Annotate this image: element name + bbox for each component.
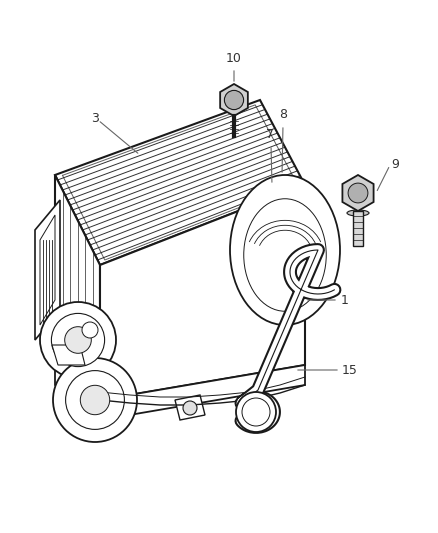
Circle shape	[80, 385, 110, 415]
Ellipse shape	[244, 199, 326, 311]
Polygon shape	[100, 185, 305, 400]
Text: 7: 7	[266, 128, 274, 141]
Circle shape	[348, 183, 368, 203]
Polygon shape	[55, 310, 305, 420]
Ellipse shape	[230, 175, 340, 325]
Circle shape	[66, 370, 124, 430]
Polygon shape	[55, 100, 305, 265]
Polygon shape	[55, 175, 100, 400]
Polygon shape	[353, 211, 363, 246]
Text: 9: 9	[391, 158, 399, 172]
Circle shape	[53, 358, 137, 442]
Circle shape	[82, 322, 98, 338]
Circle shape	[183, 401, 197, 415]
Circle shape	[51, 313, 105, 367]
Text: 1: 1	[341, 294, 349, 306]
Polygon shape	[175, 395, 205, 420]
Circle shape	[224, 91, 244, 110]
Text: 10: 10	[226, 52, 242, 64]
Polygon shape	[40, 215, 55, 325]
Text: 3: 3	[91, 111, 99, 125]
Polygon shape	[343, 175, 374, 211]
Text: 15: 15	[342, 364, 358, 376]
Polygon shape	[52, 345, 85, 365]
Text: 8: 8	[279, 109, 287, 122]
Circle shape	[236, 392, 276, 432]
Polygon shape	[220, 84, 248, 116]
Ellipse shape	[347, 210, 369, 216]
Polygon shape	[35, 200, 60, 340]
Circle shape	[242, 398, 270, 426]
Circle shape	[40, 302, 116, 378]
Circle shape	[65, 327, 91, 353]
